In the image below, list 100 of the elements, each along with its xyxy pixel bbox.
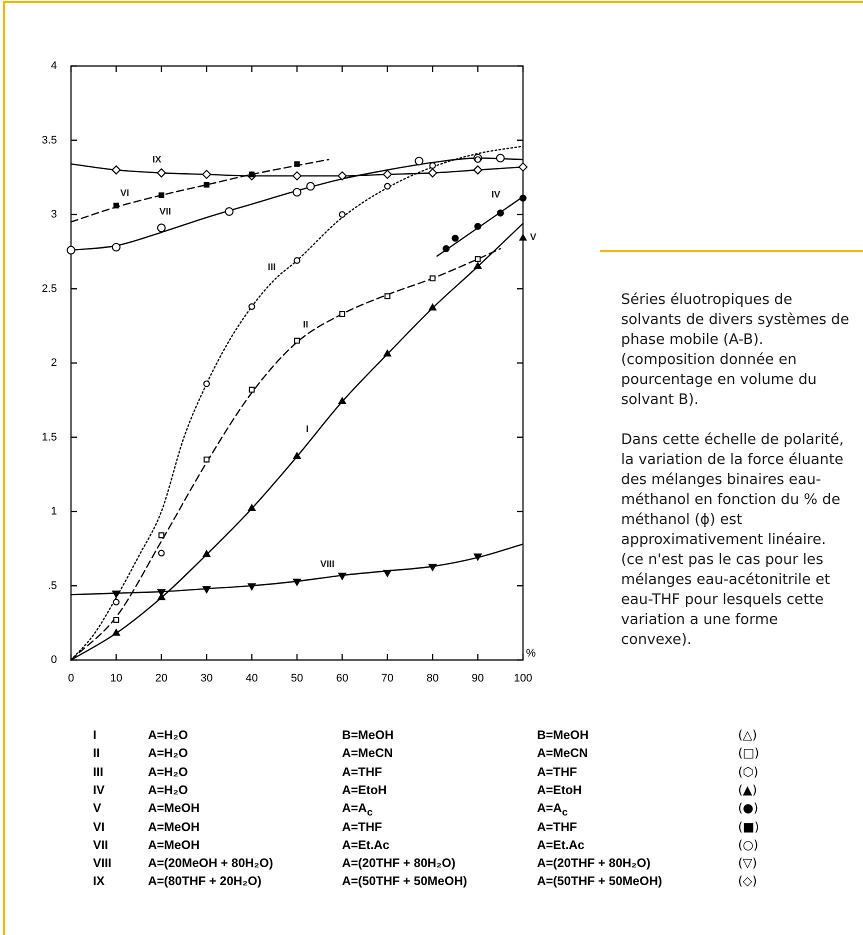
text: A=MeOH <box>148 820 200 834</box>
x-axis-title: % <box>526 648 536 660</box>
text: A=Et.Ac <box>537 838 584 852</box>
series-label: VI <box>120 188 130 200</box>
point <box>203 380 210 388</box>
point <box>430 275 436 282</box>
point <box>202 170 212 179</box>
point <box>338 397 346 404</box>
point <box>384 182 391 190</box>
y-tick-label: 3 <box>50 208 57 221</box>
text: III <box>93 764 104 779</box>
point <box>519 194 527 202</box>
point <box>294 161 300 167</box>
text: (⬡) <box>738 764 758 779</box>
point <box>474 262 482 269</box>
text: Dans cette échelle de polarité, la variation de la force éluante des mélanges binaires eau-méthanol en fonction du % de méthanol (ϕ) est approximativement linéaire. <box>621 431 845 550</box>
text: V <box>93 801 102 816</box>
y-tick-label: 2.5 <box>42 282 57 295</box>
text: B=MeOH <box>537 728 589 742</box>
text: A=(50THF + 50MeOH) <box>342 874 468 888</box>
y-tick-label: 2 <box>50 357 57 370</box>
text: A=MeOH <box>148 838 200 852</box>
x-tick-label: 10 <box>110 672 122 685</box>
point <box>157 224 166 232</box>
point <box>519 234 527 241</box>
point <box>158 532 164 538</box>
series-label: VIII <box>320 558 334 570</box>
text: VII <box>93 838 108 852</box>
text: VIII <box>93 856 112 870</box>
point <box>292 188 302 197</box>
point <box>474 256 481 262</box>
text: A=(20THF + 80H₂O) <box>537 856 650 870</box>
text: II <box>93 746 100 760</box>
text: A=MeCN <box>342 746 393 760</box>
text: IV <box>93 782 105 797</box>
x-tick-label: 20 <box>155 672 168 685</box>
text: A=H₂O <box>148 764 188 779</box>
x-tick-label: 80 <box>426 672 439 685</box>
text: A=(20THF + 80H₂O) <box>342 856 456 870</box>
y-tick-label: 0 <box>50 654 57 666</box>
x-tick-label: 70 <box>381 672 394 685</box>
y-tick-label: .5 <box>48 580 57 592</box>
point <box>382 170 392 179</box>
point <box>338 572 346 580</box>
text: A=H₂O <box>148 728 188 742</box>
point <box>496 209 504 217</box>
text: IX <box>93 874 105 888</box>
point <box>518 162 528 172</box>
point <box>338 171 347 180</box>
point <box>294 257 300 264</box>
point <box>383 570 392 577</box>
point <box>428 304 436 311</box>
x-tick-label: 50 <box>290 672 304 685</box>
point <box>474 156 482 163</box>
point <box>428 564 437 571</box>
point <box>414 156 424 166</box>
y-tick-label: 1.5 <box>42 431 57 444</box>
point <box>224 207 234 216</box>
point <box>474 554 482 561</box>
point <box>204 456 210 462</box>
text: A=Et.Ac <box>342 838 390 852</box>
point <box>442 245 450 252</box>
text: (●) <box>738 801 758 816</box>
point <box>248 303 256 310</box>
text: A=THF <box>342 764 382 779</box>
point <box>158 192 164 198</box>
text: (△) <box>738 728 758 742</box>
text: Séries éluotropiques de solvants de divers systèmes de phase mobile (A-B). <box>621 291 850 350</box>
text: (ce n'est pas le cas pour les mélanges eau-acétonitrile et eau-THF pour lesquels cette variation a une forme convexe). <box>621 551 832 650</box>
text: A=A$_{c}$ <box>342 801 373 821</box>
y-tick-label: 1 <box>50 506 57 518</box>
point <box>113 202 120 208</box>
point <box>112 598 120 606</box>
text: I <box>306 424 309 436</box>
point <box>248 504 256 511</box>
text: A=MeOH <box>148 801 200 816</box>
series-label: III <box>268 262 276 274</box>
text: A=THF <box>342 820 382 834</box>
text: A=A$_{c}$ <box>537 801 568 821</box>
point <box>158 550 165 556</box>
text: A=MeCN <box>537 746 588 760</box>
text: VI <box>93 820 105 834</box>
point <box>292 578 302 586</box>
text: A=H₂O <box>148 782 188 797</box>
point <box>112 628 120 636</box>
text: (○) <box>738 838 758 852</box>
point <box>293 452 301 460</box>
x-tick-label: 30 <box>200 672 213 685</box>
y-tick-label: 4 <box>50 60 57 72</box>
text: A=EtoH <box>537 782 582 797</box>
point <box>202 586 211 594</box>
text: A=(20MeOH + 80H₂O) <box>148 856 274 870</box>
series-label: IX <box>152 154 162 166</box>
x-tick-label: 90 <box>472 672 484 685</box>
point <box>384 350 392 357</box>
series-label: II <box>303 319 308 330</box>
point <box>496 154 505 162</box>
text: A=(50THF + 50MeOH) <box>537 874 662 888</box>
point <box>112 590 120 598</box>
point <box>384 293 390 300</box>
